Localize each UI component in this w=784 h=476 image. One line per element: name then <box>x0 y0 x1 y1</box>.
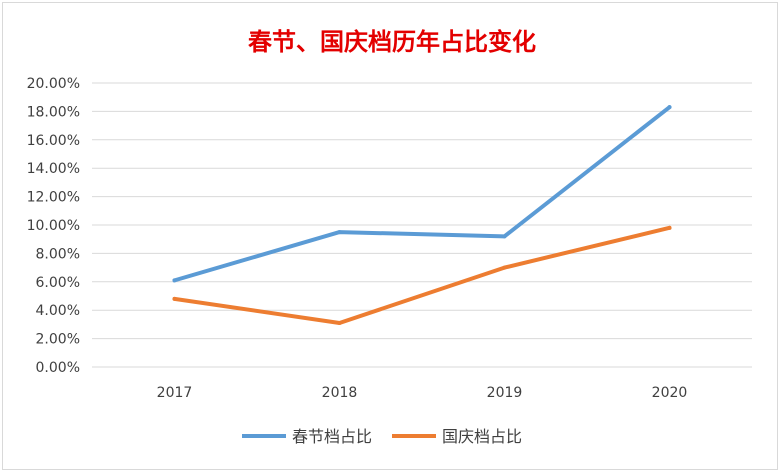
legend-label: 国庆档占比 <box>442 427 522 446</box>
legend: 春节档占比 国庆档占比 <box>242 427 522 446</box>
y-tick-label: 4.00% <box>36 303 80 319</box>
grid-lines <box>92 82 752 368</box>
x-tick-label: 2020 <box>652 385 688 401</box>
y-tick-label: 14.00% <box>27 161 80 177</box>
series-line-1 <box>172 105 672 283</box>
y-tick-label: 10.00% <box>27 218 80 234</box>
x-axis-ticks: 2017 2018 2019 2020 <box>157 385 688 401</box>
y-tick-label: 6.00% <box>36 275 80 291</box>
series-line-2 <box>172 225 672 325</box>
data-point <box>667 105 672 110</box>
data-point <box>502 234 507 239</box>
y-axis-ticks: 0.00% 2.00% 4.00% 6.00% 8.00% 10.00% 12.00% 14.… <box>27 76 80 376</box>
y-tick-label: 16.00% <box>27 133 80 149</box>
y-tick-label: 8.00% <box>36 246 80 262</box>
y-tick-label: 2.00% <box>36 332 80 348</box>
data-point <box>337 230 342 235</box>
data-point <box>502 265 507 270</box>
y-tick-label: 0.00% <box>36 360 80 376</box>
data-point <box>172 296 177 301</box>
y-tick-label: 12.00% <box>27 190 80 206</box>
x-tick-label: 2018 <box>322 385 358 401</box>
data-point <box>667 225 672 230</box>
legend-label: 春节档占比 <box>292 427 372 446</box>
y-tick-label: 18.00% <box>27 104 80 120</box>
x-tick-label: 2019 <box>487 385 523 401</box>
y-tick-label: 20.00% <box>27 76 80 92</box>
x-tick-label: 2017 <box>157 385 193 401</box>
data-point <box>337 320 342 325</box>
series-lines <box>172 105 672 325</box>
chart-frame <box>2 2 778 470</box>
data-point <box>172 278 177 283</box>
chart-title: 春节、国庆档历年占比变化 <box>248 27 536 56</box>
